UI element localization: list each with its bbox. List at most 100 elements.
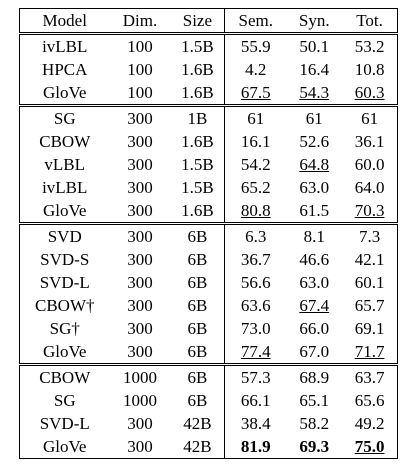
table-cell: CBOW <box>19 363 110 389</box>
table-cell: 66.0 <box>299 319 330 338</box>
table-cell: 1.5B <box>170 32 226 58</box>
table-cell: 77.4 <box>240 342 271 361</box>
table-cell: 64.0 <box>354 178 385 197</box>
header-cell: Model <box>19 8 110 34</box>
table-cell: 54.3 <box>299 83 330 102</box>
table-cell: 60.0 <box>354 155 385 174</box>
table-cell: 6B <box>170 294 226 317</box>
table-cell: 16.4 <box>299 60 330 79</box>
table-cell: 68.9 <box>286 363 343 389</box>
table-cell: 100 <box>127 60 153 79</box>
table-cell: 49.2 <box>354 414 385 433</box>
table-cell: 1B <box>170 104 226 130</box>
table-row: CBOW† 300 6B 63.6 67.4 65.7 <box>20 294 398 317</box>
table-row: SG† 300 6B 73.0 66.0 69.1 <box>20 317 398 340</box>
table-cell: 61 <box>342 104 398 130</box>
table-cell: CBOW† <box>34 296 95 315</box>
table-row: SG 1000 6B 66.1 65.1 65.6 <box>20 389 398 412</box>
table-cell: 63.0 <box>299 178 330 197</box>
table-row: SVD-S 300 6B 36.7 46.6 42.1 <box>20 248 398 271</box>
table-cell: 73.0 <box>240 319 271 338</box>
table-cell: 300 <box>127 250 153 269</box>
table-cell: GloVe <box>43 83 87 102</box>
table-cell: GloVe <box>43 342 87 361</box>
table-cell: SG <box>53 391 76 410</box>
table-cell: 300 <box>127 319 153 338</box>
table-cell: 42.1 <box>354 250 385 269</box>
table-cell: HPCA <box>42 60 88 79</box>
table-cell: 42B <box>170 412 226 435</box>
table-cell: 100 <box>109 32 171 58</box>
table-row: SVD-L 300 42B 38.4 58.2 49.2 <box>20 412 398 435</box>
table-cell: 50.1 <box>286 32 343 58</box>
table-cell: 1.6B <box>170 58 226 81</box>
table-cell: 6B <box>170 222 226 248</box>
table-cell: 63.0 <box>299 273 330 292</box>
table-cell: 16.1 <box>240 132 271 151</box>
table-cell: SG <box>19 104 110 130</box>
table-cell: 67.4 <box>299 296 330 315</box>
table-cell: 6B <box>170 248 226 271</box>
table-cell: CBOW <box>39 132 91 151</box>
table-cell: 1.5B <box>170 176 226 199</box>
table-cell: SVD-L <box>39 414 90 433</box>
table-cell: 6B <box>170 363 226 389</box>
table-cell: 60.3 <box>354 83 385 102</box>
table-cell: 1.6B <box>170 199 226 224</box>
table-row: CBOW 1000 6B 57.3 68.9 63.7 <box>19 363 398 389</box>
table-row: HPCA 100 1.6B 4.2 16.4 10.8 <box>20 58 398 81</box>
table-cell: 4.2 <box>245 60 267 79</box>
table-cell: 65.1 <box>299 391 330 410</box>
table-cell: 300 <box>127 178 153 197</box>
table-cell: vLBL <box>44 155 86 174</box>
table-cell: 65.7 <box>354 296 385 315</box>
table-cell: 1000 <box>123 391 157 410</box>
header-cell: Tot. <box>342 8 398 34</box>
table-cell: SG† <box>49 319 80 338</box>
table-row: ivLBL 100 1.5B 55.9 50.1 53.2 <box>19 32 398 58</box>
table-cell: 7.3 <box>342 222 398 248</box>
table-cell: 81.9 <box>240 437 271 456</box>
table-cell: 69.3 <box>299 437 330 456</box>
table-cell: GloVe <box>43 437 87 456</box>
table-cell: 80.8 <box>240 201 271 220</box>
header-cell: Syn. <box>286 8 343 34</box>
table-cell: 69.1 <box>354 319 385 338</box>
table-cell: 6.3 <box>224 222 287 248</box>
table-cell: 55.9 <box>224 32 287 58</box>
header-cell: Sem. <box>224 8 287 34</box>
table-cell: 300 <box>127 342 153 361</box>
table-cell: 57.3 <box>224 363 287 389</box>
table-cell: 71.7 <box>354 342 385 361</box>
table-row: SG 300 1B 61 61 61 <box>19 104 398 130</box>
table-cell: 63.7 <box>342 363 398 389</box>
table-row: GloVe 300 6B 77.4 67.0 71.7 <box>20 340 398 365</box>
header-row: Model Dim. Size Sem. Syn. Tot. <box>19 8 398 34</box>
table-cell: 6B <box>170 389 226 412</box>
table-cell: 1000 <box>109 363 171 389</box>
table-cell: 67.5 <box>240 83 271 102</box>
table-cell: 6B <box>170 317 226 340</box>
table-cell: 38.4 <box>240 414 271 433</box>
header-cell: Dim. <box>109 8 171 34</box>
table-cell: 1.6B <box>170 81 226 106</box>
table-cell: 65.6 <box>354 391 385 410</box>
table-cell: 300 <box>127 273 153 292</box>
table-cell: SVD-S <box>40 250 90 269</box>
table-cell: 1.5B <box>170 153 226 176</box>
table-cell: 300 <box>127 414 153 433</box>
table-cell: ivLBL <box>19 32 110 58</box>
table-cell: 300 <box>127 132 153 151</box>
table-cell: 61 <box>224 104 287 130</box>
table-cell: 67.0 <box>299 342 330 361</box>
table-cell: 46.6 <box>299 250 330 269</box>
results-table: Model Dim. Size Sem. Syn. Tot. ivLBL 100 1.5B 55.… <box>19 8 398 459</box>
table-cell: 66.1 <box>240 391 271 410</box>
table-cell: 300 <box>127 155 153 174</box>
table-cell: 8.1 <box>286 222 343 248</box>
table-cell: 1.6B <box>170 130 226 153</box>
table-cell: 52.6 <box>299 132 330 151</box>
table-row: SVD 300 6B 6.3 8.1 7.3 <box>19 222 398 248</box>
table-cell: 64.8 <box>299 155 330 174</box>
